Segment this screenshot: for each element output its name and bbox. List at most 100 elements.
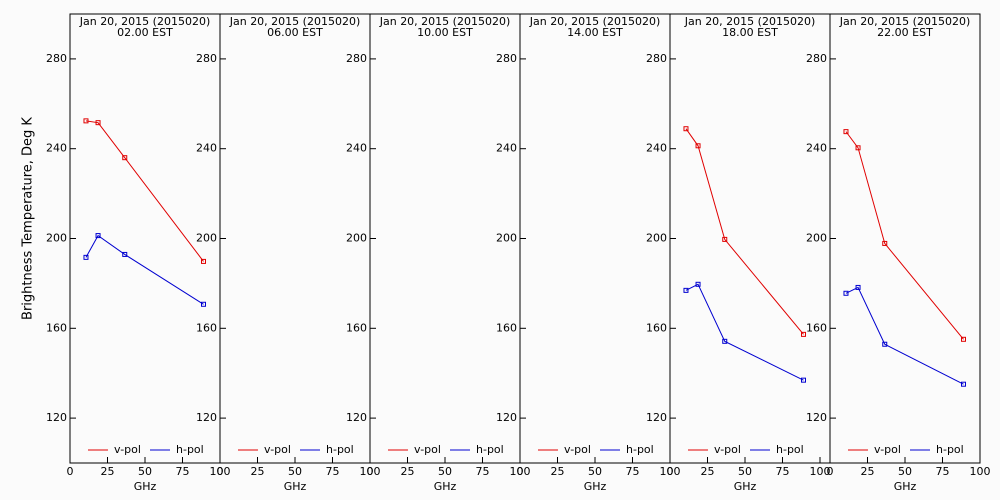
point-marker — [695, 143, 701, 149]
point-marker — [722, 236, 728, 242]
series-line — [85, 234, 204, 305]
panel-title: Jan 20, 2015 (2015020) — [229, 15, 361, 28]
x-axis-label: GHz — [894, 480, 917, 493]
panel-subtitle: 06.00 EST — [267, 26, 323, 39]
y-tick-label: 160 — [196, 321, 217, 334]
x-axis-label: GHz — [584, 480, 607, 493]
point-marker — [83, 254, 89, 260]
x-tick-label: 50 — [588, 465, 602, 478]
point-marker — [95, 120, 101, 126]
x-tick-label: 100 — [810, 465, 831, 478]
legend-label: h-pol — [776, 443, 804, 456]
panel-subtitle: 18.00 EST — [722, 26, 778, 39]
series-line — [845, 131, 964, 340]
y-tick-label: 200 — [346, 232, 367, 245]
y-tick-label: 160 — [46, 321, 67, 334]
x-tick-label: 75 — [326, 465, 340, 478]
y-tick-label: 120 — [806, 411, 827, 424]
x-tick-label: 100 — [210, 465, 231, 478]
legend-label: h-pol — [176, 443, 204, 456]
point-marker — [201, 258, 206, 264]
y-tick-label: 240 — [806, 142, 827, 155]
point-marker — [843, 290, 849, 296]
x-tick-label: 75 — [776, 465, 790, 478]
y-tick-label: 120 — [46, 411, 67, 424]
x-tick-label: 50 — [288, 465, 302, 478]
x-tick-label: 25 — [251, 465, 265, 478]
panel-title: Jan 20, 2015 (2015020) — [839, 15, 971, 28]
legend-label: h-pol — [476, 443, 504, 456]
panel-subtitle: 02.00 EST — [117, 26, 173, 39]
y-tick-label: 160 — [646, 321, 667, 334]
y-tick-label: 200 — [646, 232, 667, 245]
y-tick-label: 240 — [46, 142, 67, 155]
x-tick-label: 25 — [401, 465, 415, 478]
x-axis-label: GHz — [434, 480, 457, 493]
x-tick-label: 0 — [217, 465, 224, 478]
y-tick-label: 160 — [496, 321, 517, 334]
x-tick-label: 25 — [551, 465, 565, 478]
point-marker — [95, 233, 101, 239]
legend-label: h-pol — [936, 443, 964, 456]
x-axis-label: GHz — [134, 480, 157, 493]
legend-label: v-pol — [414, 443, 441, 456]
y-tick-label: 120 — [346, 411, 367, 424]
y-tick-label: 200 — [806, 232, 827, 245]
y-tick-label: 280 — [496, 52, 517, 65]
point-marker — [801, 331, 806, 337]
panel-title: Jan 20, 2015 (2015020) — [529, 15, 661, 28]
x-tick-label: 75 — [476, 465, 490, 478]
x-tick-label: 25 — [701, 465, 715, 478]
point-marker — [961, 381, 966, 387]
x-tick-label: 100 — [360, 465, 381, 478]
legend-label: v-pol — [714, 443, 741, 456]
x-tick-label: 25 — [101, 465, 115, 478]
x-tick-label: 75 — [176, 465, 190, 478]
y-tick-label: 280 — [46, 52, 67, 65]
legend-label: h-pol — [626, 443, 654, 456]
point-marker — [882, 341, 888, 347]
y-tick-label: 160 — [806, 321, 827, 334]
x-tick-label: 50 — [138, 465, 152, 478]
y-tick-label: 200 — [196, 232, 217, 245]
point-marker — [683, 287, 689, 293]
legend-label: v-pol — [264, 443, 291, 456]
point-marker — [855, 145, 861, 151]
point-marker — [83, 118, 89, 124]
x-tick-label: 100 — [660, 465, 681, 478]
x-tick-label: 75 — [936, 465, 950, 478]
panel-title: Jan 20, 2015 (2015020) — [379, 15, 511, 28]
point-marker — [722, 338, 728, 344]
point-marker — [201, 301, 206, 307]
y-tick-label: 120 — [196, 411, 217, 424]
legend-label: v-pol — [564, 443, 591, 456]
x-tick-label: 50 — [438, 465, 452, 478]
x-tick-label: 0 — [517, 465, 524, 478]
x-tick-label: 0 — [667, 465, 674, 478]
y-tick-label: 120 — [496, 411, 517, 424]
x-tick-label: 50 — [898, 465, 912, 478]
y-tick-label: 160 — [346, 321, 367, 334]
point-marker — [882, 240, 888, 246]
x-tick-label: 100 — [970, 465, 991, 478]
series-line — [685, 128, 804, 335]
x-tick-label: 100 — [510, 465, 531, 478]
series-line — [845, 286, 964, 385]
y-axis-label: Brightness Temperature, Deg K — [21, 117, 36, 320]
x-tick-label: 0 — [67, 465, 74, 478]
y-tick-label: 280 — [646, 52, 667, 65]
x-axis-label: GHz — [284, 480, 307, 493]
y-tick-label: 200 — [496, 232, 517, 245]
y-tick-label: 280 — [196, 52, 217, 65]
point-marker — [122, 251, 128, 257]
point-marker — [683, 126, 689, 132]
y-tick-label: 240 — [646, 142, 667, 155]
x-tick-label: 25 — [861, 465, 875, 478]
x-tick-label: 0 — [827, 465, 834, 478]
series-line — [685, 283, 804, 381]
panel-subtitle: 14.00 EST — [567, 26, 623, 39]
point-marker — [855, 284, 861, 290]
y-tick-label: 240 — [496, 142, 517, 155]
panel-subtitle: 22.00 EST — [877, 26, 933, 39]
